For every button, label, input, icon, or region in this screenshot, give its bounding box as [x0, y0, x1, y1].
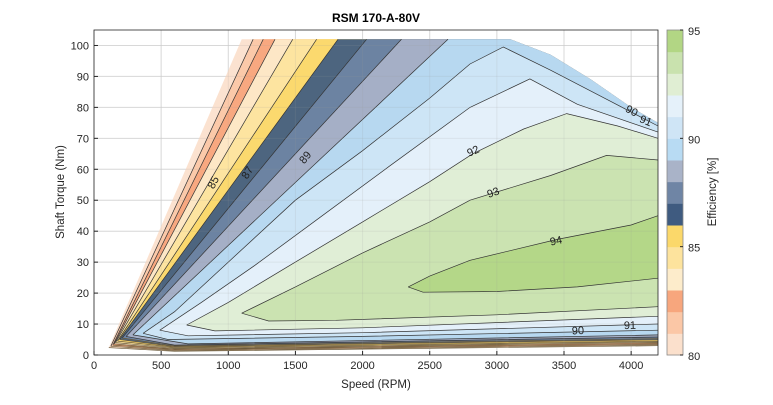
- x-tick-label: 3500: [552, 360, 576, 372]
- y-tick-label: 50: [77, 195, 89, 207]
- x-tick-label: 0: [91, 360, 97, 372]
- contour-label: 91: [638, 113, 654, 129]
- contour-line-lower-92: [186, 315, 659, 332]
- contour-line-91: [159, 78, 659, 331]
- x-tick-label: 4000: [619, 360, 643, 372]
- contour-region-94: [408, 215, 658, 293]
- contour-line-87: [121, 39, 367, 339]
- contour-label: 87: [239, 165, 256, 182]
- contour-line-92: [186, 113, 659, 326]
- colorbar-swatch-90: [667, 116, 683, 139]
- contour-line-86: [119, 39, 339, 340]
- y-tick-label: 90: [77, 71, 89, 83]
- colorbar-tick-label: 95: [688, 26, 700, 38]
- contour-line-94: [408, 215, 659, 288]
- x-tick-label: 2500: [417, 360, 441, 372]
- x-tick-label: 3000: [485, 360, 509, 372]
- colorbar-swatch-87: [667, 181, 683, 204]
- y-tick-label: 40: [77, 226, 89, 238]
- x-tick-label: 1000: [216, 360, 240, 372]
- y-tick-label: 70: [77, 133, 89, 145]
- colorbar-swatch-88: [667, 160, 683, 183]
- contour-label: 92: [465, 144, 481, 160]
- contour-line-lower-90: [143, 329, 659, 340]
- contour-line-89: [132, 39, 449, 336]
- colorbar: 80 85 90 95: [666, 26, 700, 363]
- chart-title: RSM 170-A-80V: [332, 11, 420, 25]
- y-tick-label: 10: [77, 319, 89, 331]
- contour-line-lower-94: [408, 277, 659, 293]
- contour-line-90: [142, 46, 659, 334]
- colorbar-tick-label: 80: [688, 351, 700, 363]
- contour-line-84: [115, 39, 294, 343]
- contour-line-lower-80: [108, 345, 659, 352]
- colorbar-swatch-83: [667, 268, 683, 291]
- contour-label: 90: [623, 103, 639, 119]
- contour-line-lower-87: [122, 337, 659, 347]
- contour-label: 90: [572, 325, 585, 338]
- contour-line-lower-85: [117, 340, 659, 348]
- contour-line-83: [113, 39, 276, 345]
- contour-line-lower-84: [115, 341, 659, 349]
- x-axis-label: Speed (RPM): [341, 379, 411, 391]
- y-axis-label: Shaft Torque (Nm): [55, 145, 67, 239]
- contour-line-81: [110, 39, 254, 347]
- contour-line-lower-82: [112, 343, 659, 351]
- colorbar-swatch-91: [667, 95, 683, 118]
- colorbar-tick-label: 85: [688, 243, 700, 255]
- colorbar-swatch-82: [667, 290, 683, 313]
- contour-line-lower-93: [241, 306, 659, 322]
- colorbar-swatch-86: [667, 203, 683, 226]
- contour-label: 85: [206, 175, 222, 191]
- contour-line-lower-88: [126, 336, 659, 346]
- colorbar-swatch-81: [667, 311, 683, 334]
- contour-label: 93: [485, 185, 501, 200]
- contour-line-82: [112, 39, 264, 346]
- colorbar-swatch-80: [667, 333, 683, 356]
- x-tick-label: 2000: [350, 360, 374, 372]
- contour-line-lower-89: [132, 334, 659, 345]
- x-tick-label: 500: [152, 360, 170, 372]
- colorbar-tick-label: 90: [688, 134, 700, 146]
- colorbar-swatch-89: [667, 138, 683, 161]
- colorbar-swatch-84: [667, 246, 683, 269]
- contour-line-lower-91: [159, 323, 659, 337]
- colorbar-frame: [666, 29, 684, 356]
- contour-line-93: [241, 155, 659, 314]
- colorbar-label: Efficiency [%]: [707, 158, 719, 227]
- y-tick-label: 0: [83, 350, 89, 362]
- contour-label: 91: [624, 320, 637, 332]
- contour-line-lower-86: [119, 339, 659, 347]
- colorbar-swatch-92: [667, 73, 683, 96]
- colorbar-swatch-93: [667, 51, 683, 74]
- y-tick-label: 60: [77, 164, 89, 176]
- colorbar-swatch-94: [667, 30, 683, 53]
- contour-line-lower-83: [114, 342, 659, 350]
- y-tick-label: 80: [77, 102, 89, 114]
- x-tick-label: 1500: [283, 360, 307, 372]
- contour-line-88: [125, 39, 402, 337]
- contour-line-85: [117, 39, 317, 342]
- y-tick-label: 30: [77, 257, 89, 269]
- axes-box: [93, 29, 659, 356]
- contour-label: 94: [549, 234, 563, 248]
- colorbar-swatch-85: [667, 225, 683, 248]
- contour-line-lower-81: [110, 344, 659, 351]
- y-tick-label: 100: [71, 40, 89, 52]
- y-tick-label: 20: [77, 288, 89, 300]
